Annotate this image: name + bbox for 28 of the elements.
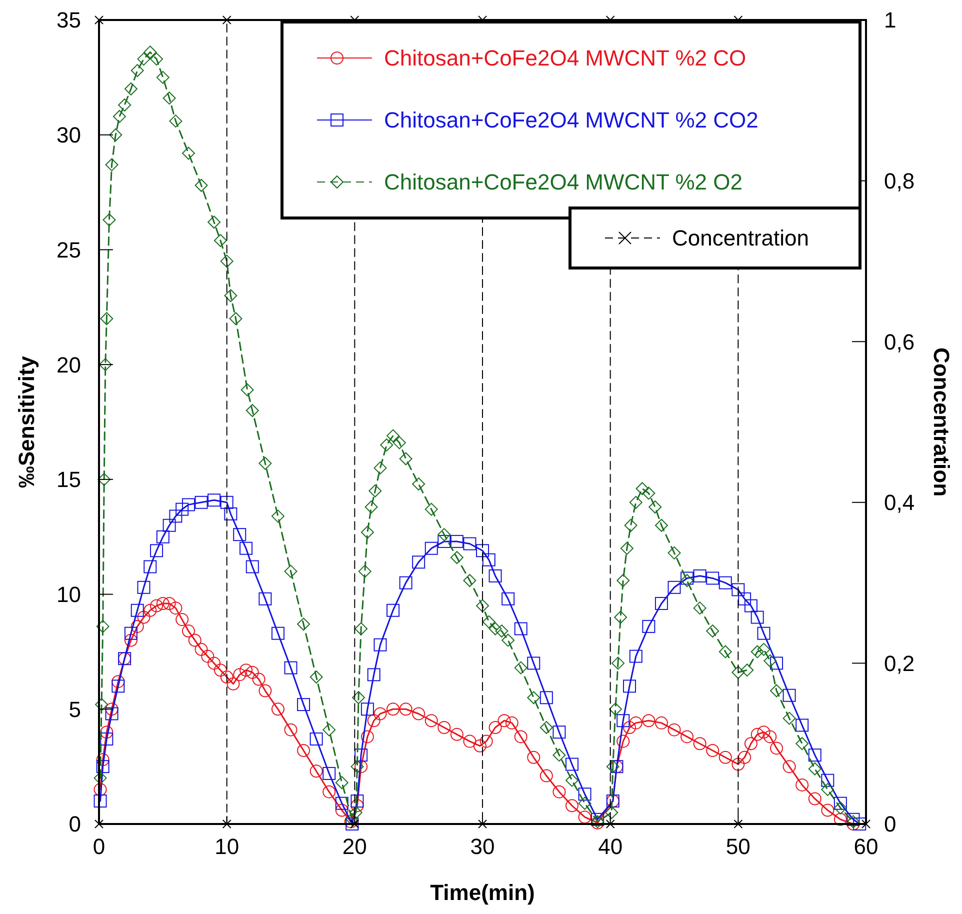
y-tick-label: 5 (68, 696, 81, 722)
x-tick-label: 0 (92, 834, 106, 859)
legend-label: Chitosan+CoFe2O4 MWCNT %2 O2 (384, 170, 742, 195)
x-tick-label: 40 (598, 834, 623, 859)
y2-tick-label: 0,6 (884, 329, 915, 354)
y2-tick-label: 0,4 (884, 490, 915, 516)
x-axis-title: Time(min) (430, 880, 535, 905)
x-tick-label: 30 (470, 834, 495, 859)
y-tick-label: 15 (56, 467, 81, 492)
y-tick-label: 10 (56, 582, 81, 607)
x-tick-label: 50 (726, 834, 750, 859)
y2-tick-label: 0,8 (884, 168, 915, 194)
y-tick-label: 30 (56, 122, 81, 148)
y2-tick-label: 0,2 (884, 650, 915, 676)
legend-label: Chitosan+CoFe2O4 MWCNT %2 CO (384, 46, 746, 71)
y-tick-label: 25 (56, 237, 81, 262)
y-tick-label: 35 (56, 8, 81, 33)
x-tick-label: 20 (342, 834, 367, 859)
y2-tick-label: 0 (884, 812, 896, 837)
y2-axis-title: Concentration (929, 347, 954, 497)
y-tick-label: 20 (56, 352, 81, 378)
y-tick-label: 0 (68, 812, 81, 837)
legend-label: Chitosan+CoFe2O4 MWCNT %2 CO2 (384, 108, 758, 133)
x-tick-label: 10 (214, 834, 240, 859)
y2-tick-label: 1 (884, 8, 896, 33)
y-axis-title: ‰Sensitivity (14, 355, 39, 488)
legend-label: Concentration (672, 226, 809, 251)
x-tick-label: 60 (854, 834, 878, 859)
